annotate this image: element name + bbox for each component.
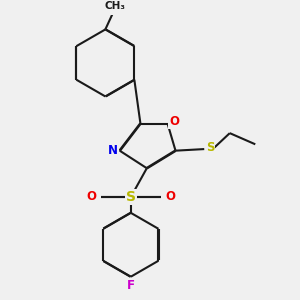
Text: O: O: [169, 116, 179, 128]
Text: CH₃: CH₃: [104, 1, 125, 10]
Text: S: S: [206, 141, 214, 154]
Text: O: O: [165, 190, 175, 203]
Text: F: F: [127, 279, 135, 292]
Text: N: N: [108, 143, 118, 157]
Text: S: S: [126, 190, 136, 204]
Text: O: O: [87, 190, 97, 203]
